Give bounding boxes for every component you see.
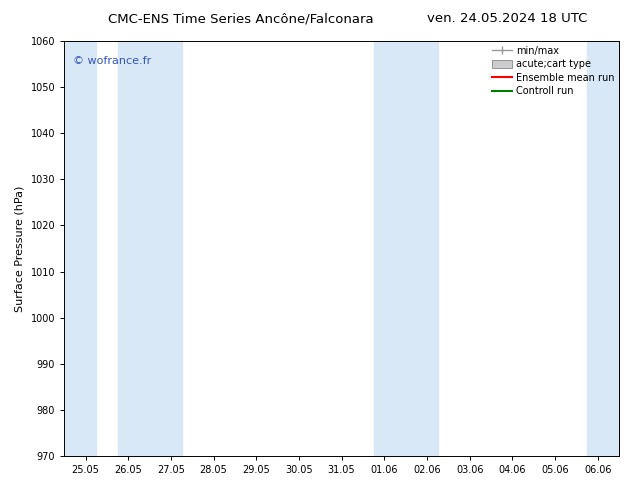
Text: CMC-ENS Time Series Ancône/Falconara: CMC-ENS Time Series Ancône/Falconara: [108, 12, 373, 25]
Bar: [587, 41, 619, 456]
Legend: min/max, acute;cart type, Ensemble mean run, Controll run: min/max, acute;cart type, Ensemble mean …: [490, 44, 616, 98]
Text: ven. 24.05.2024 18 UTC: ven. 24.05.2024 18 UTC: [427, 12, 587, 25]
Text: © wofrance.fr: © wofrance.fr: [72, 55, 151, 66]
Bar: [117, 41, 181, 456]
Bar: [373, 41, 437, 456]
Y-axis label: Surface Pressure (hPa): Surface Pressure (hPa): [15, 185, 25, 312]
Bar: [64, 41, 96, 456]
